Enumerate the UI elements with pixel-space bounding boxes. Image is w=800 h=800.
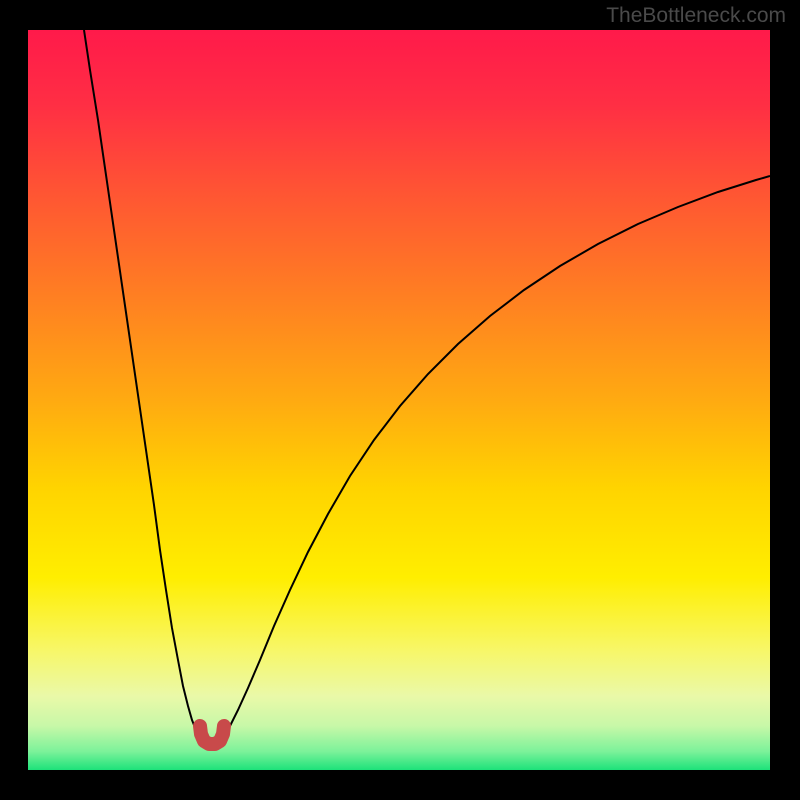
plot-svg bbox=[28, 30, 770, 770]
watermark-text: TheBottleneck.com bbox=[606, 4, 786, 28]
chart-container: TheBottleneck.com bbox=[0, 0, 800, 800]
plot-area bbox=[28, 30, 770, 770]
